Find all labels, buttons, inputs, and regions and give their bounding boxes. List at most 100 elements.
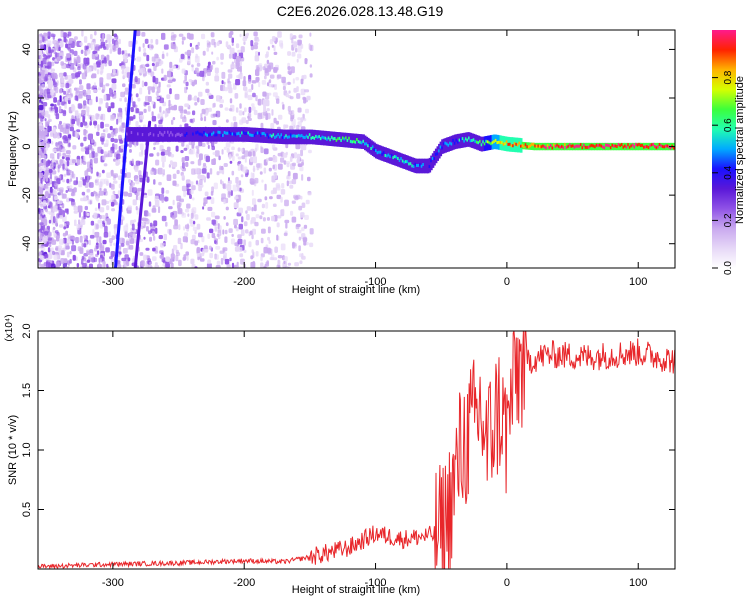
ridge-core-cell xyxy=(658,143,662,146)
ridge-core-cell xyxy=(417,163,421,167)
spectrogram-noise-cell xyxy=(109,48,112,54)
spectrogram-noise-cell xyxy=(84,170,89,177)
spectrogram-noise-cell xyxy=(229,47,235,54)
spectrogram-noise-cell xyxy=(259,171,263,175)
ridge-core-cell xyxy=(126,132,129,136)
spectrogram-noise-cell xyxy=(253,31,258,37)
ridge-halo-cell xyxy=(452,135,455,150)
spectrogram-noise-cell xyxy=(170,262,174,268)
ridge-core-cell xyxy=(578,144,581,148)
spectrogram-noise-cell xyxy=(283,232,288,237)
spectrogram-noise-cell xyxy=(52,40,58,45)
spectrogram-noise-cell xyxy=(66,63,71,69)
ridge-core-cell xyxy=(310,136,313,140)
spectrogram-noise-cell xyxy=(212,152,216,155)
spectrogram-noise-cell xyxy=(241,148,244,153)
spectrogram-noise-cell xyxy=(135,108,140,114)
spectrogram-noise-cell xyxy=(292,172,298,180)
spectrogram-noise-cell xyxy=(258,63,263,69)
spectrogram-noise-cell xyxy=(181,68,186,74)
ridge-core-cell xyxy=(531,142,534,146)
spectrogram-noise-cell xyxy=(40,210,44,214)
spectrogram-noise-cell xyxy=(71,105,76,112)
spectrogram-noise-cell xyxy=(75,176,78,184)
spectrogram-noise-cell xyxy=(162,169,165,176)
spectrogram-noise-cell xyxy=(68,170,72,174)
ridge-core-cell xyxy=(483,142,487,146)
spectrogram-noise-cell xyxy=(81,258,84,265)
spectrogram-noise-cell xyxy=(98,106,102,112)
spectrogram-noise-cell xyxy=(77,71,82,75)
ridge-core-cell xyxy=(433,157,436,161)
spectrogram-noise-cell xyxy=(215,245,221,250)
colorbar-tick-label: 0.6 xyxy=(723,118,734,132)
ridge-core-cell xyxy=(275,134,279,138)
spectrogram-noise-cell xyxy=(290,117,294,122)
ridge-core-cell xyxy=(499,140,502,144)
ridge-core-cell xyxy=(468,136,471,140)
spectrogram-noise-cell xyxy=(62,163,65,170)
ridge-core-cell xyxy=(286,135,290,139)
spectrogram-noise-cell xyxy=(301,253,304,259)
ridge-halo-cell xyxy=(289,129,293,145)
spectrogram-noise-cell xyxy=(73,206,78,211)
spectrogram-noise-cell xyxy=(48,80,53,88)
spectrogram-noise-cell xyxy=(228,53,232,59)
spectrogram-noise-cell xyxy=(252,260,256,268)
spectrogram-noise-cell xyxy=(291,178,297,185)
ridge-core-cell xyxy=(163,130,167,134)
ridge-core-cell xyxy=(141,133,145,137)
spectrogram-noise-cell xyxy=(83,36,88,43)
ridge-core-cell xyxy=(423,163,427,167)
spectrogram-noise-cell xyxy=(49,243,52,248)
spectrogram-noise-cell xyxy=(150,71,155,77)
ridge-core-cell xyxy=(504,142,507,146)
spectrogram-noise-cell xyxy=(257,98,262,106)
ridge-core-cell xyxy=(479,139,482,143)
spectrogram-noise-cell xyxy=(248,241,252,248)
spectrogram-noise-cell xyxy=(143,52,147,57)
ridge-core-cell xyxy=(266,133,269,137)
spectrogram-noise-cell xyxy=(165,190,170,194)
spectrogram-noise-cell xyxy=(300,212,305,218)
spectrogram-noise-cell xyxy=(154,141,160,145)
spectrogram-noise-cell xyxy=(124,230,128,238)
spectrogram-noise-cell xyxy=(161,187,165,194)
x-tick-label: -200 xyxy=(233,276,255,288)
ridge-core-cell xyxy=(220,133,224,137)
spectrogram-noise-cell xyxy=(61,193,64,199)
ridge-core-cell xyxy=(575,144,578,148)
spectrogram-noise-cell xyxy=(234,264,239,268)
spectrogram-noise-cell xyxy=(55,113,60,120)
ridge-halo-cell xyxy=(532,142,536,151)
spectrogram-noise-cell xyxy=(240,163,243,171)
spectrogram-noise-cell xyxy=(261,228,266,234)
spectrogram-noise-cell xyxy=(228,108,233,112)
ridge-core-cell xyxy=(264,133,268,137)
ridge-core-cell xyxy=(353,140,356,144)
spectrogram-noise-cell xyxy=(302,118,307,122)
spectrogram-noise-cell xyxy=(238,180,242,186)
spectrogram-noise-cell xyxy=(239,33,242,38)
ridge-core-cell xyxy=(649,144,652,147)
ridge-core-cell xyxy=(420,164,424,168)
spectrogram-noise-cell xyxy=(181,36,186,41)
spectrogram-noise-cell xyxy=(118,251,122,255)
spectrogram-noise-cell xyxy=(202,50,206,56)
ridge-core-cell xyxy=(527,145,531,149)
ridge-core-cell xyxy=(371,145,375,149)
spectrogram-noise-cell xyxy=(153,235,156,241)
spectrogram-noise-cell xyxy=(88,263,93,268)
colorbar-gradient xyxy=(712,30,736,268)
ridge-core-cell xyxy=(510,144,514,148)
spectrogram-noise-cell xyxy=(64,103,67,109)
spectrogram-noise-cell xyxy=(295,77,300,81)
spectrogram-noise-cell xyxy=(235,107,239,113)
ridge-core-cell xyxy=(129,132,132,136)
spectrogram-noise-cell xyxy=(139,252,144,256)
spectrogram-noise-cell xyxy=(56,80,59,84)
spectrogram-noise-cell xyxy=(221,149,224,155)
spectrogram-noise-cell xyxy=(232,116,237,122)
spectrogram-noise-cell xyxy=(69,250,72,255)
spectrogram-noise-cell xyxy=(252,198,257,206)
